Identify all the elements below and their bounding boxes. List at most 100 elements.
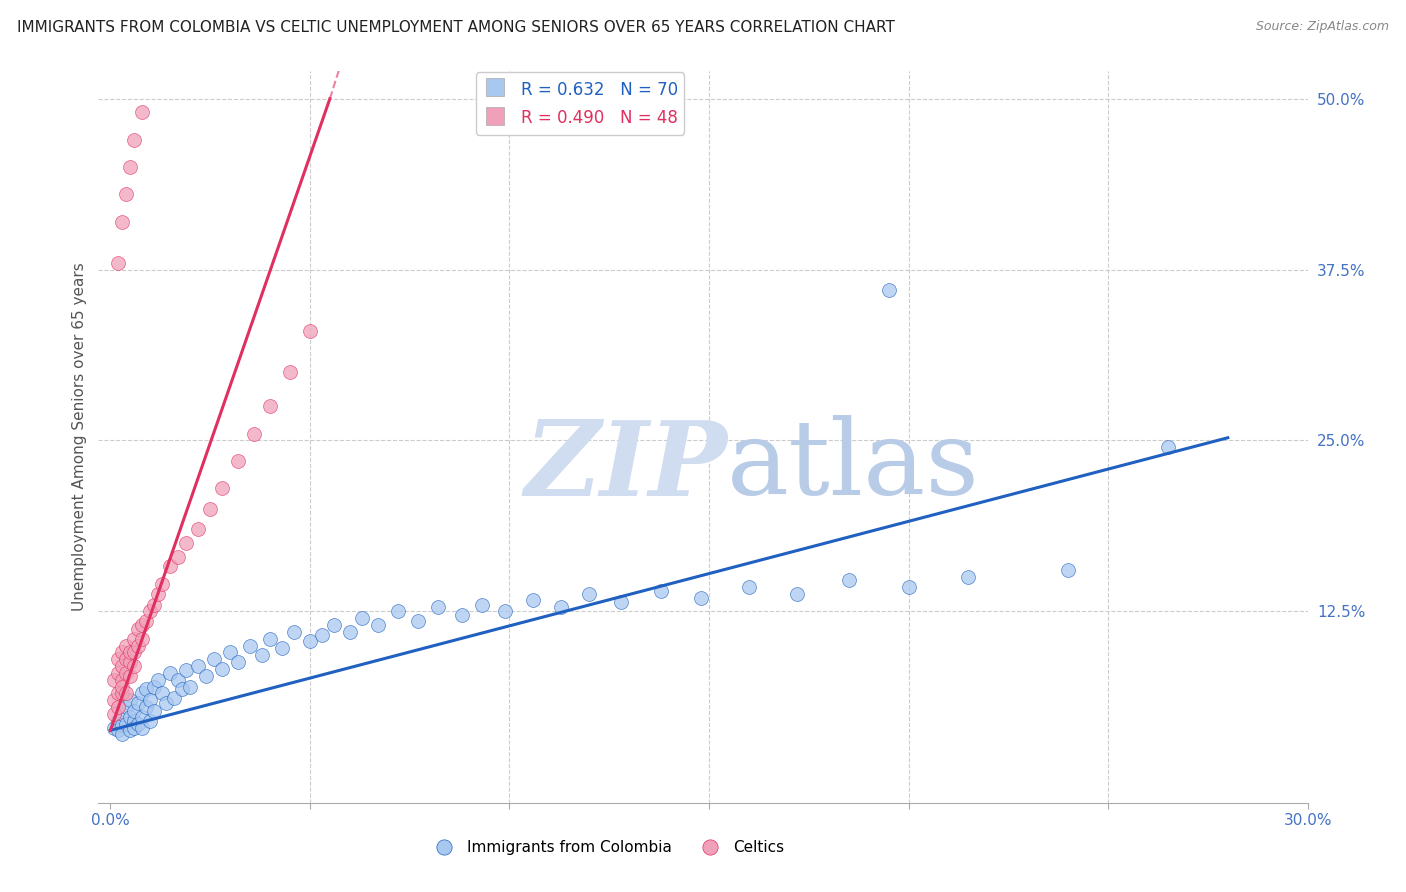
Point [550, 600, 572, 615]
Point [148, 586, 170, 600]
Point [350, 611, 373, 625]
Point [124, 659, 146, 673]
Point [135, 614, 157, 628]
Point [150, 686, 173, 700]
Point [127, 716, 149, 731]
Point [124, 632, 146, 646]
Point [522, 593, 544, 607]
Point [120, 723, 142, 738]
Point [115, 639, 138, 653]
Point [470, 598, 492, 612]
Point [107, 256, 129, 270]
Point [131, 686, 153, 700]
Point [650, 583, 672, 598]
Point [167, 549, 190, 564]
Point [131, 618, 153, 632]
Point [111, 659, 134, 673]
Point [120, 160, 142, 174]
Point [578, 586, 600, 600]
Point [148, 673, 170, 687]
Point [120, 709, 142, 723]
Point [115, 665, 138, 680]
Point [115, 686, 138, 700]
Point [187, 659, 209, 673]
Point [103, 673, 125, 687]
Point [155, 696, 177, 710]
Point [877, 283, 900, 297]
Point [135, 682, 157, 697]
Point [202, 652, 225, 666]
Point [195, 668, 218, 682]
Point [111, 727, 134, 741]
Text: IMMIGRANTS FROM COLOMBIA VS CELTIC UNEMPLOYMENT AMONG SENIORS OVER 65 YEARS CORR: IMMIGRANTS FROM COLOMBIA VS CELTIC UNEMP… [17, 20, 894, 35]
Point [174, 536, 197, 550]
Point [127, 696, 149, 710]
Point [450, 608, 472, 623]
Point [143, 680, 166, 694]
Point [120, 693, 142, 707]
Point [143, 704, 166, 718]
Point [107, 714, 129, 728]
Point [131, 632, 153, 646]
Point [120, 645, 142, 659]
Point [179, 680, 201, 694]
Point [115, 700, 138, 714]
Point [159, 665, 181, 680]
Point [120, 668, 142, 682]
Point [111, 680, 134, 694]
Legend: Immigrants from Colombia, Celtics: Immigrants from Colombia, Celtics [423, 834, 790, 861]
Point [127, 622, 149, 636]
Point [690, 591, 713, 605]
Point [426, 600, 449, 615]
Point [738, 580, 761, 594]
Point [226, 655, 249, 669]
Point [143, 598, 166, 612]
Point [111, 718, 134, 732]
Point [139, 604, 162, 618]
Point [250, 648, 273, 662]
Point [107, 686, 129, 700]
Text: atlas: atlas [727, 416, 980, 517]
Point [124, 645, 146, 659]
Point [786, 586, 808, 600]
Point [298, 634, 321, 648]
Point [111, 673, 134, 687]
Point [103, 693, 125, 707]
Point [111, 686, 134, 700]
Point [111, 645, 134, 659]
Point [131, 721, 153, 735]
Point [103, 721, 125, 735]
Point [124, 133, 146, 147]
Point [339, 624, 361, 639]
Point [127, 639, 149, 653]
Point [226, 454, 249, 468]
Point [1057, 563, 1080, 577]
Point [172, 682, 194, 697]
Point [120, 655, 142, 669]
Point [131, 105, 153, 120]
Point [211, 481, 233, 495]
Point [406, 614, 429, 628]
Point [159, 559, 181, 574]
Point [135, 700, 157, 714]
Point [198, 501, 221, 516]
Point [115, 652, 138, 666]
Point [387, 604, 409, 618]
Point [103, 706, 125, 721]
Point [259, 400, 281, 414]
Point [243, 426, 266, 441]
Y-axis label: Unemployment Among Seniors over 65 years: Unemployment Among Seniors over 65 years [72, 263, 87, 611]
Point [111, 706, 134, 721]
Point [124, 721, 146, 735]
Point [124, 714, 146, 728]
Point [271, 641, 294, 656]
Point [239, 639, 262, 653]
Point [187, 522, 209, 536]
Point [124, 704, 146, 718]
Point [139, 693, 162, 707]
Point [131, 709, 153, 723]
Point [367, 618, 389, 632]
Point [107, 723, 129, 738]
Point [298, 324, 321, 338]
Point [278, 365, 301, 379]
